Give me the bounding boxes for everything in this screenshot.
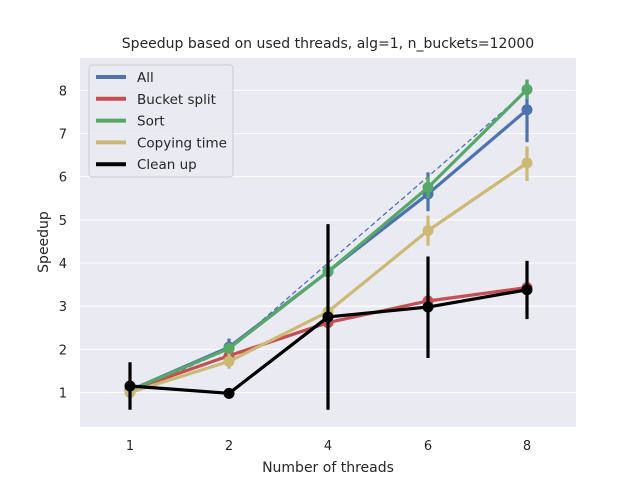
data-point xyxy=(223,387,235,399)
data-point xyxy=(422,225,434,237)
data-point xyxy=(521,84,533,96)
legend-label: All xyxy=(137,70,154,86)
data-point xyxy=(521,157,533,169)
x-tick-label: 2 xyxy=(225,439,233,454)
x-axis-label: Number of threads xyxy=(262,460,394,476)
data-point xyxy=(124,380,136,392)
y-tick-label: 5 xyxy=(59,214,67,229)
series-clean-up xyxy=(124,224,533,410)
data-point xyxy=(223,355,235,367)
series-group xyxy=(124,79,533,410)
data-point xyxy=(223,342,235,354)
legend-label: Sort xyxy=(137,114,165,130)
y-axis-label: Speedup xyxy=(36,211,52,273)
y-tick-labels: 1 2 3 4 5 6 7 8 xyxy=(59,84,67,401)
x-tick-label: 6 xyxy=(424,439,432,454)
y-tick-label: 6 xyxy=(59,171,67,186)
legend-label: Bucket split xyxy=(137,92,216,108)
chart-title: Speedup based on used threads, alg=1, n_… xyxy=(122,36,534,52)
x-tick-labels: 1 2 4 6 8 xyxy=(126,439,531,454)
y-tick-label: 3 xyxy=(59,300,67,315)
x-tick-label: 1 xyxy=(126,439,134,454)
y-tick-label: 8 xyxy=(59,84,67,99)
data-point xyxy=(521,104,533,116)
data-point xyxy=(422,301,434,313)
x-tick-label: 8 xyxy=(523,439,531,454)
legend-label: Clean up xyxy=(137,157,197,173)
y-tick-label: 4 xyxy=(59,257,67,272)
y-tick-label: 7 xyxy=(59,128,67,143)
data-point xyxy=(422,181,434,193)
data-point xyxy=(521,284,533,296)
y-tick-label: 2 xyxy=(59,343,67,358)
legend-box xyxy=(88,64,234,178)
x-tick-label: 4 xyxy=(324,439,332,454)
legend: All Bucket split Sort Copying time Clean up xyxy=(88,64,234,178)
data-point xyxy=(322,311,334,323)
legend-label: Copying time xyxy=(137,135,227,151)
y-tick-label: 1 xyxy=(59,386,67,401)
